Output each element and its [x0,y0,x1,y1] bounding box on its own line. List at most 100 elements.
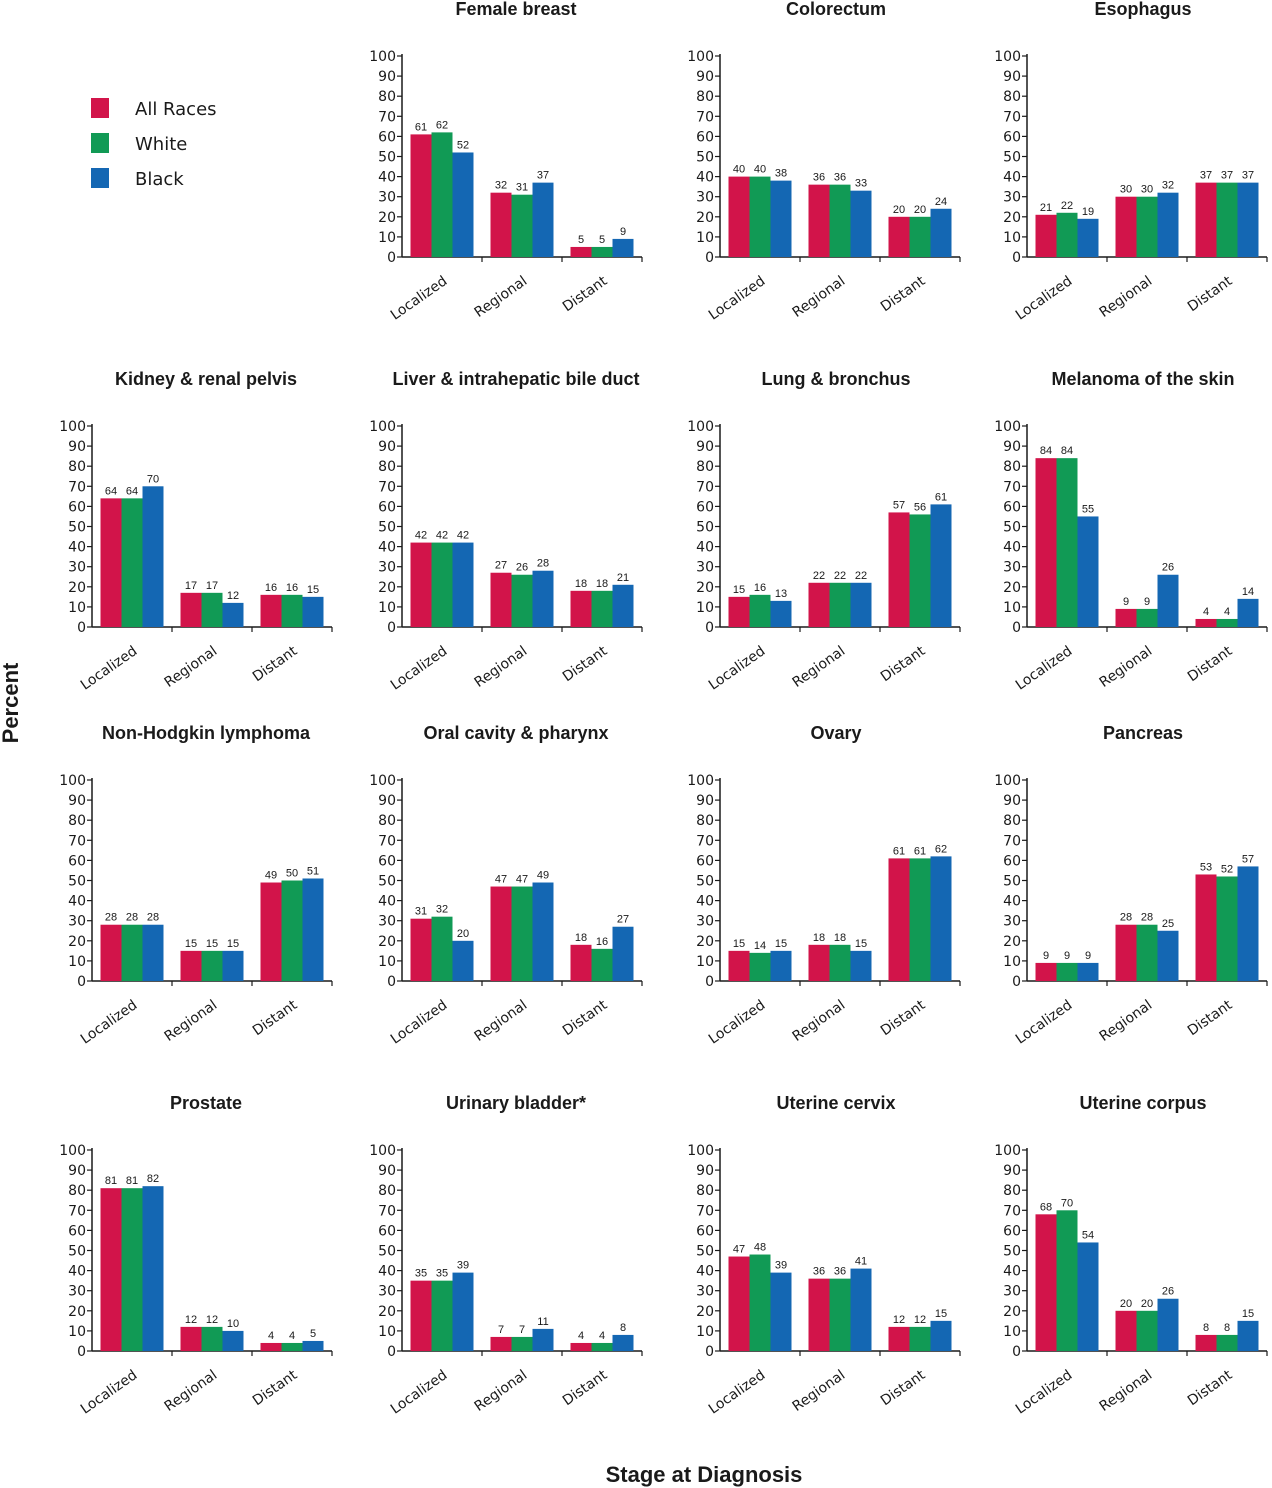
y-tick-label: 90 [68,1163,86,1179]
category-label-regional: Regional [790,997,849,1045]
category-label-regional: Regional [162,643,221,691]
value-label: 12 [206,1314,218,1326]
panel-title: Ovary [810,723,861,743]
bar-localized-all-races [728,176,750,257]
y-tick-label: 0 [387,620,396,636]
panel-melanoma-of-the-skin: Melanoma of the skin 0 10 20 30 40 50 60 70 80 90 1… [994,369,1268,694]
value-label: 12 [185,1314,197,1326]
legend: All Races White Black [91,98,217,190]
value-label: 5 [310,1328,316,1340]
value-label: 15 [855,938,867,950]
y-tick-label: 20 [696,210,714,226]
category-label-localized: Localized [388,273,450,323]
category-label-localized: Localized [78,1367,140,1417]
category-label-regional: Regional [1097,643,1156,691]
bar-regional-black [1157,574,1179,627]
value-label: 70 [1061,1197,1073,1209]
value-label: 13 [775,588,787,600]
value-label: 16 [596,936,608,948]
y-tick-label: 10 [68,954,86,970]
value-label: 12 [227,590,239,602]
y-tick-label: 30 [1003,1284,1021,1300]
value-label: 54 [1082,1229,1094,1241]
y-tick-label: 70 [696,109,714,125]
y-tick-label: 10 [696,954,714,970]
bar-localized-white [431,132,453,257]
bar-distant-white [1216,618,1238,627]
y-tick-label: 70 [68,833,86,849]
bar-regional-all-races [490,886,512,981]
value-label: 32 [1162,180,1174,192]
panel-colorectum: Colorectum 0 10 20 30 40 50 60 70 80 90 100 40 40 38 Lo… [687,0,961,324]
category-label-distant: Distant [1185,997,1236,1039]
bar-regional-white [829,944,851,981]
value-label: 15 [775,938,787,950]
value-label: 28 [126,912,138,924]
bar-regional-white [1136,196,1158,257]
value-label: 47 [733,1244,745,1256]
y-tick-label: 80 [696,459,714,475]
panel-title: Melanoma of the skin [1051,369,1234,389]
bar-distant-black [302,878,324,981]
y-tick-label: 60 [68,1223,86,1239]
panel-title: Kidney & renal pelvis [115,369,297,389]
value-label: 28 [1141,912,1153,924]
y-tick-label: 10 [1003,230,1021,246]
value-label: 20 [1141,1298,1153,1310]
y-tick-label: 30 [378,1284,396,1300]
value-label: 84 [1040,445,1052,457]
value-label: 8 [1203,1322,1209,1334]
value-label: 18 [575,578,587,590]
y-tick-label: 0 [77,974,86,990]
y-tick-label: 20 [1003,934,1021,950]
y-tick-label: 90 [696,793,714,809]
bar-localized-all-races [728,950,750,981]
panel-liver-intrahepatic-bile-duct: Liver & intrahepatic bile duct 0 10 20 30 40 5… [369,369,643,694]
y-tick-label: 40 [378,540,396,556]
bar-regional-white [829,582,851,627]
bar-distant-all-races [570,246,592,257]
y-tick-label: 20 [378,580,396,596]
y-tick-label: 100 [994,773,1021,789]
y-tick-label: 50 [1003,150,1021,166]
value-label: 15 [935,1308,947,1320]
panel-uterine-cervix: Uterine cervix 0 10 20 30 40 50 60 70 80 90 100 47 48… [687,1093,961,1418]
category-label-localized: Localized [388,997,450,1047]
y-tick-label: 100 [994,49,1021,65]
value-label: 56 [914,501,926,513]
panel-title: Urinary bladder* [446,1093,586,1113]
category-label-distant: Distant [1185,273,1236,315]
value-label: 11 [537,1316,548,1328]
panel-title: Liver & intrahepatic bile duct [392,369,639,389]
y-tick-label: 70 [378,1203,396,1219]
panel-female-breast: Female breast 0 10 20 30 40 50 60 70 80 90 100 61 62 5… [369,0,643,324]
value-label: 62 [436,119,448,131]
y-tick-label: 20 [68,934,86,950]
bar-regional-white [829,1278,851,1351]
bar-distant-all-races [260,594,282,627]
y-tick-label: 60 [1003,853,1021,869]
y-tick-label: 40 [378,894,396,910]
category-label-localized: Localized [1013,643,1075,693]
bar-distant-white [281,880,303,981]
y-tick-label: 10 [696,600,714,616]
y-tick-label: 100 [59,1143,86,1159]
bar-localized-all-races [410,134,432,257]
value-label: 16 [286,582,298,594]
bar-localized-all-races [410,1280,432,1351]
bar-regional-black [850,190,872,257]
value-label: 9 [1064,950,1070,962]
value-label: 28 [105,912,117,924]
y-tick-label: 90 [696,439,714,455]
bar-localized-all-races [1035,1214,1057,1351]
y-tick-label: 10 [68,1324,86,1340]
value-label: 7 [519,1324,525,1336]
category-label-distant: Distant [560,997,611,1039]
panel-title: Oral cavity & pharynx [423,723,608,743]
value-label: 36 [834,172,846,184]
y-tick-label: 60 [696,129,714,145]
bar-localized-all-races [100,924,122,981]
bar-localized-white [749,176,771,257]
y-tick-label: 60 [378,129,396,145]
panel-urinary-bladder: Urinary bladder* 0 10 20 30 40 50 60 70 80 90 100 35… [369,1093,643,1418]
